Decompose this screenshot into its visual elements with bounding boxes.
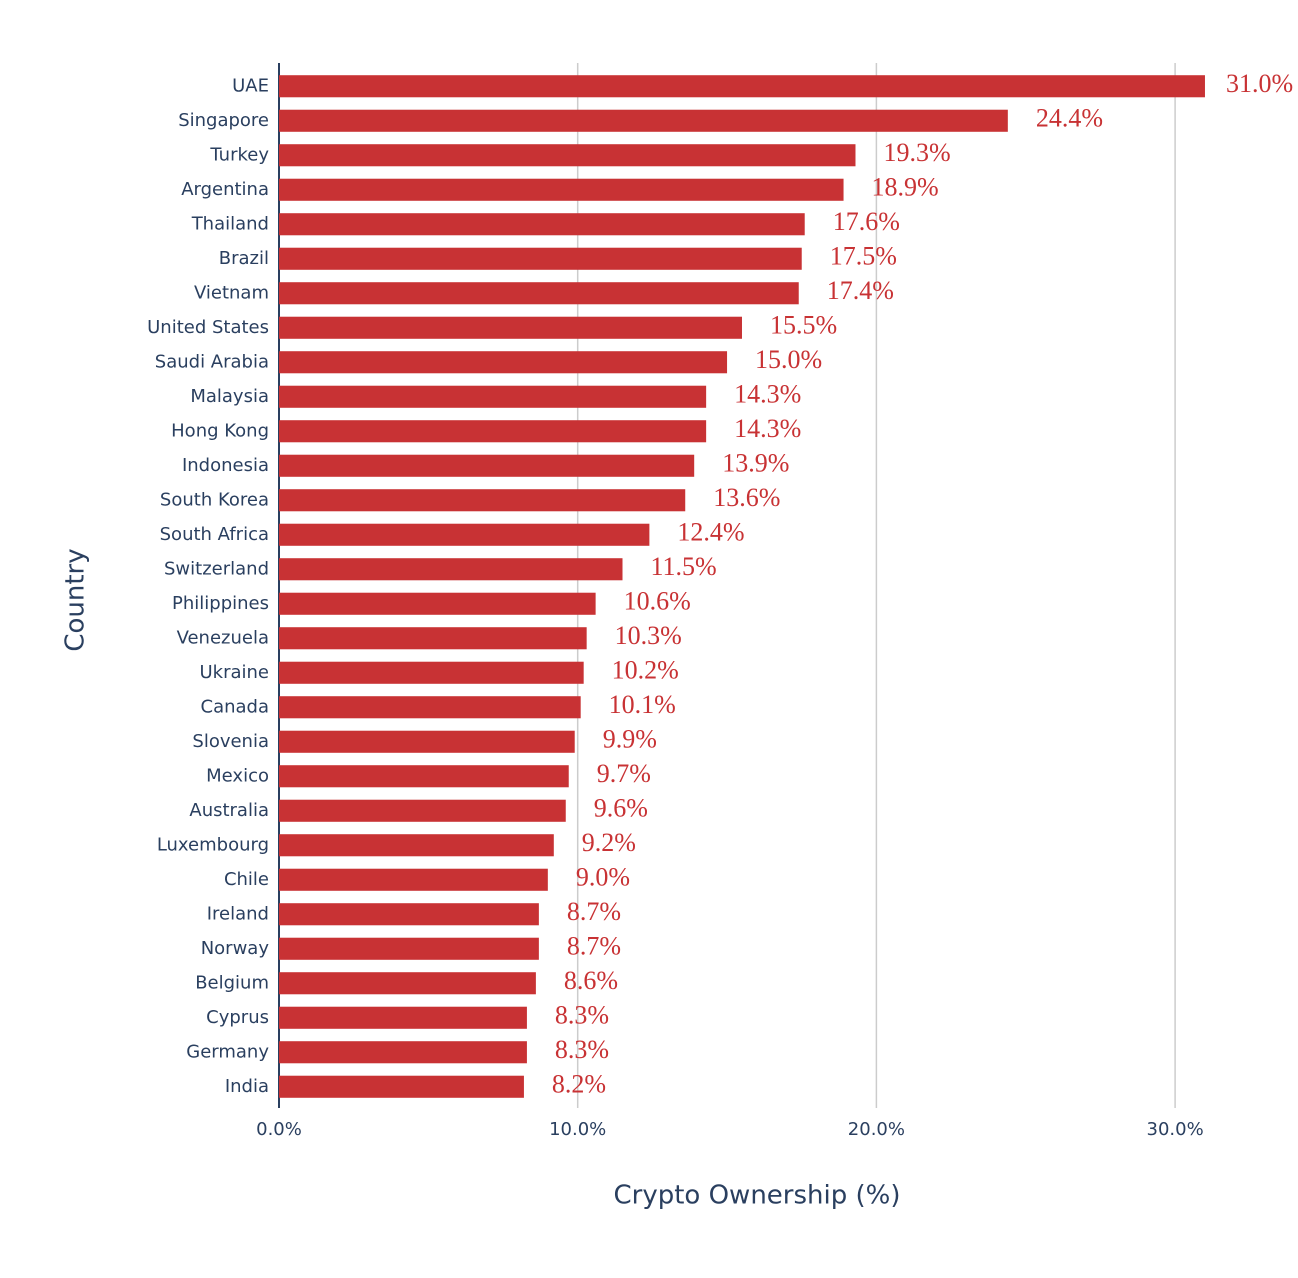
value-label: 9.2% [582,828,636,857]
y-tick-label: South Africa [160,524,269,545]
y-tick-label: Turkey [209,144,269,165]
value-label: 18.9% [872,173,939,202]
y-tick-label: Indonesia [182,455,269,476]
bar [279,903,539,926]
value-label: 17.5% [830,242,897,271]
bar [279,316,742,339]
bar [279,109,1008,132]
value-label: 8.3% [555,1035,609,1064]
value-label: 9.6% [594,794,648,823]
bar [279,247,802,270]
bar [279,282,799,305]
y-tick-label: Mexico [206,765,269,786]
bar [279,523,650,546]
value-label: 10.1% [609,690,676,719]
bar [279,454,695,477]
y-tick-label: Germany [186,1041,269,1062]
value-label: 24.4% [1036,104,1103,133]
value-label: 9.7% [597,759,651,788]
y-tick-label: Argentina [181,179,269,200]
y-tick-label: Chile [224,869,269,890]
y-tick-label: Slovenia [192,731,269,752]
y-tick-label: Cyprus [206,1007,269,1028]
y-tick-label: Malaysia [190,386,269,407]
bar [279,627,587,650]
x-tick-label: 10.0% [549,1119,606,1140]
value-label: 15.0% [755,345,822,374]
bar [279,661,584,684]
y-tick-label: Hong Kong [171,420,269,441]
bar [279,1041,527,1064]
bar [279,868,548,891]
y-tick-label: Luxembourg [157,834,269,855]
bar [279,592,596,615]
y-tick-label: Canada [201,696,270,717]
bar [279,972,536,995]
bar [279,730,575,753]
y-tick-label: Philippines [172,593,269,614]
bar [279,489,686,512]
value-label: 8.6% [564,966,618,995]
bar [279,75,1205,98]
value-label: 17.4% [827,276,894,305]
value-label: 31.0% [1226,69,1293,98]
value-label: 8.2% [552,1070,606,1099]
value-label: 9.9% [603,725,657,754]
x-axis-title: Crypto Ownership (%) [613,1181,900,1211]
bar [279,558,623,581]
value-label: 17.6% [833,207,900,236]
y-axis-title: Country [61,548,91,651]
bar [279,213,805,236]
y-tick-label: Ukraine [199,662,269,683]
y-tick-label: Venezuela [177,627,269,648]
value-label: 13.9% [722,449,789,478]
y-tick-label: Belgium [195,972,269,993]
bar [279,834,554,857]
bar [279,799,566,822]
bar [279,351,728,374]
value-label: 9.0% [576,863,630,892]
value-label: 13.6% [713,483,780,512]
bar [279,144,856,167]
y-tick-label: Ireland [207,903,269,924]
value-label: 8.7% [567,897,621,926]
y-tick-label: Thailand [191,213,269,234]
y-tick-label: Switzerland [164,558,269,579]
value-label: 19.3% [883,138,950,167]
x-tick-label: 0.0% [256,1119,302,1140]
y-tick-label: United States [147,317,269,338]
value-label: 10.6% [624,587,691,616]
value-label: 8.7% [567,932,621,961]
y-tick-label: Australia [189,800,269,821]
bar [279,765,569,788]
bar [279,385,707,408]
y-tick-label: Vietnam [194,282,269,303]
value-label: 14.3% [734,380,801,409]
value-label: 10.3% [615,621,682,650]
y-tick-label: Saudi Arabia [155,351,269,372]
y-tick-label: India [225,1076,269,1097]
value-label: 10.2% [612,656,679,685]
bar [279,937,539,960]
y-tick-label: South Korea [160,489,269,510]
value-label: 12.4% [677,518,744,547]
bar [279,420,707,443]
value-label: 11.5% [651,552,717,581]
y-tick-label: UAE [232,75,269,96]
value-label: 14.3% [734,414,801,443]
bar [279,696,581,719]
value-label: 15.5% [770,311,837,340]
y-tick-label: Brazil [219,248,269,269]
y-tick-label: Singapore [178,110,269,131]
bar [279,178,844,201]
value-label: 8.3% [555,1001,609,1030]
y-tick-label: Norway [201,938,270,959]
x-tick-label: 20.0% [848,1119,905,1140]
x-tick-label: 30.0% [1147,1119,1204,1140]
bar [279,1075,524,1098]
bar [279,1006,527,1029]
